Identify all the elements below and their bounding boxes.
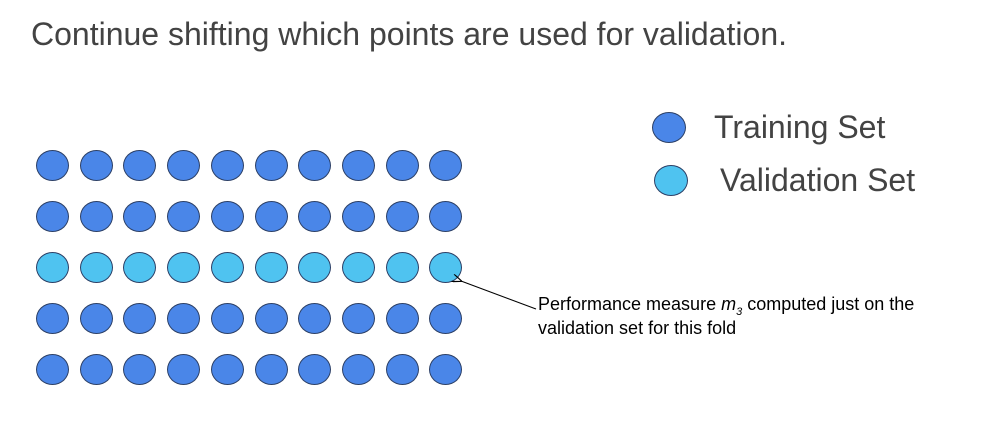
annotation-variable: m [721,294,737,314]
training-point [429,150,462,181]
training-point [80,201,113,232]
annotation-line-1: Performance measure m3 computed just on … [538,292,915,318]
data-point-grid [36,150,466,385]
performance-annotation: Performance measure m3 computed just on … [538,292,914,340]
training-point [429,354,462,385]
training-point [123,201,156,232]
validation-point [80,252,113,283]
training-point [298,150,331,181]
training-point [211,303,244,334]
training-swatch-icon [652,111,686,143]
validation-point [36,252,69,283]
training-point [255,303,288,334]
training-point [386,354,419,385]
training-point [255,354,288,385]
training-point [123,150,156,181]
training-point [167,303,200,334]
training-point [342,354,375,385]
training-point [36,303,69,334]
training-point [386,150,419,181]
legend-item-training: Training Set [652,107,885,147]
validation-point [167,252,200,283]
training-point [36,150,69,181]
training-point [211,201,244,232]
legend-label-validation: Validation Set [720,162,916,198]
training-point [342,201,375,232]
training-point [80,303,113,334]
validation-point [298,252,331,283]
training-point [386,303,419,334]
training-point [298,303,331,334]
validation-point [342,252,375,283]
training-point [36,201,69,232]
training-point [211,354,244,385]
validation-point [211,252,244,283]
training-point [342,150,375,181]
training-point [167,150,200,181]
legend-item-validation: Validation Set [654,160,915,200]
validation-swatch-icon [654,164,688,196]
training-point [211,150,244,181]
training-point [123,303,156,334]
training-point [342,303,375,334]
validation-point [123,252,156,283]
validation-point [255,252,288,283]
validation-point [386,252,419,283]
training-point [123,354,156,385]
training-point [255,201,288,232]
training-point [167,201,200,232]
training-point [298,201,331,232]
training-point [80,150,113,181]
training-point [429,201,462,232]
training-point [36,354,69,385]
annotation-suffix: computed just on the [742,294,915,314]
arrow-line [461,281,537,310]
legend-label-training: Training Set [714,109,886,145]
training-point [255,150,288,181]
annotation-subscript: 3 [736,306,743,318]
annotation-line-2: validation set for this fold [538,318,737,338]
training-point [429,303,462,334]
validation-point [429,252,462,283]
training-point [386,201,419,232]
training-point [167,354,200,385]
slide-title: Continue shifting which points are used … [31,16,787,52]
training-point [298,354,331,385]
training-point [80,354,113,385]
annotation-prefix: Performance measure [538,294,722,314]
